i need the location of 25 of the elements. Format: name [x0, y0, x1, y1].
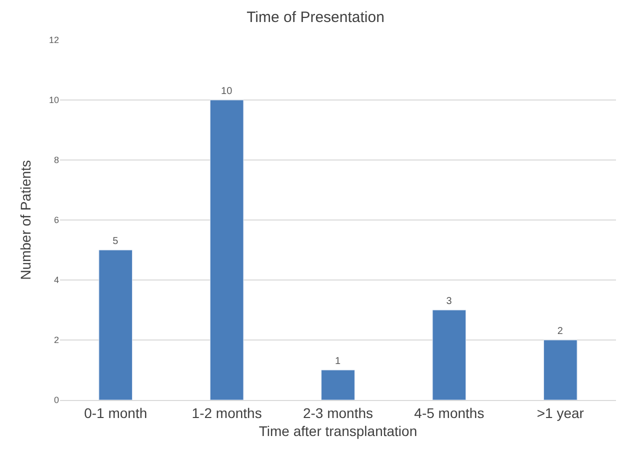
y-tick-label: 2 [54, 335, 59, 346]
chart-title: Time of Presentation [246, 8, 384, 26]
y-tick-label: 6 [54, 215, 59, 226]
y-tick-label: 10 [48, 95, 59, 106]
y-axis-title: Number of Patients [18, 160, 34, 280]
y-tick-label: 12 [48, 35, 59, 46]
y-tick-label: 8 [54, 155, 59, 166]
data-label: 2 [557, 326, 564, 337]
x-tick-label: 0-1 month [84, 404, 148, 421]
bar [321, 370, 355, 400]
bar [432, 310, 466, 400]
bar [543, 340, 578, 400]
bar [98, 250, 133, 400]
data-label: 1 [335, 356, 341, 367]
bar [210, 100, 244, 400]
x-tick-label: 4-5 months [414, 404, 484, 421]
data-label: 10 [221, 86, 233, 97]
data-label: 3 [446, 296, 452, 307]
data-label: 5 [112, 236, 119, 247]
x-axis-title: Time after transplantation [258, 423, 418, 440]
x-tick-label: 2-3 months [302, 404, 374, 421]
y-tick-label: 0 [54, 395, 59, 406]
y-tick-label: 4 [54, 275, 59, 286]
x-tick-label: >1 year [536, 404, 584, 421]
x-tick-label: 1-2 months [192, 404, 262, 421]
